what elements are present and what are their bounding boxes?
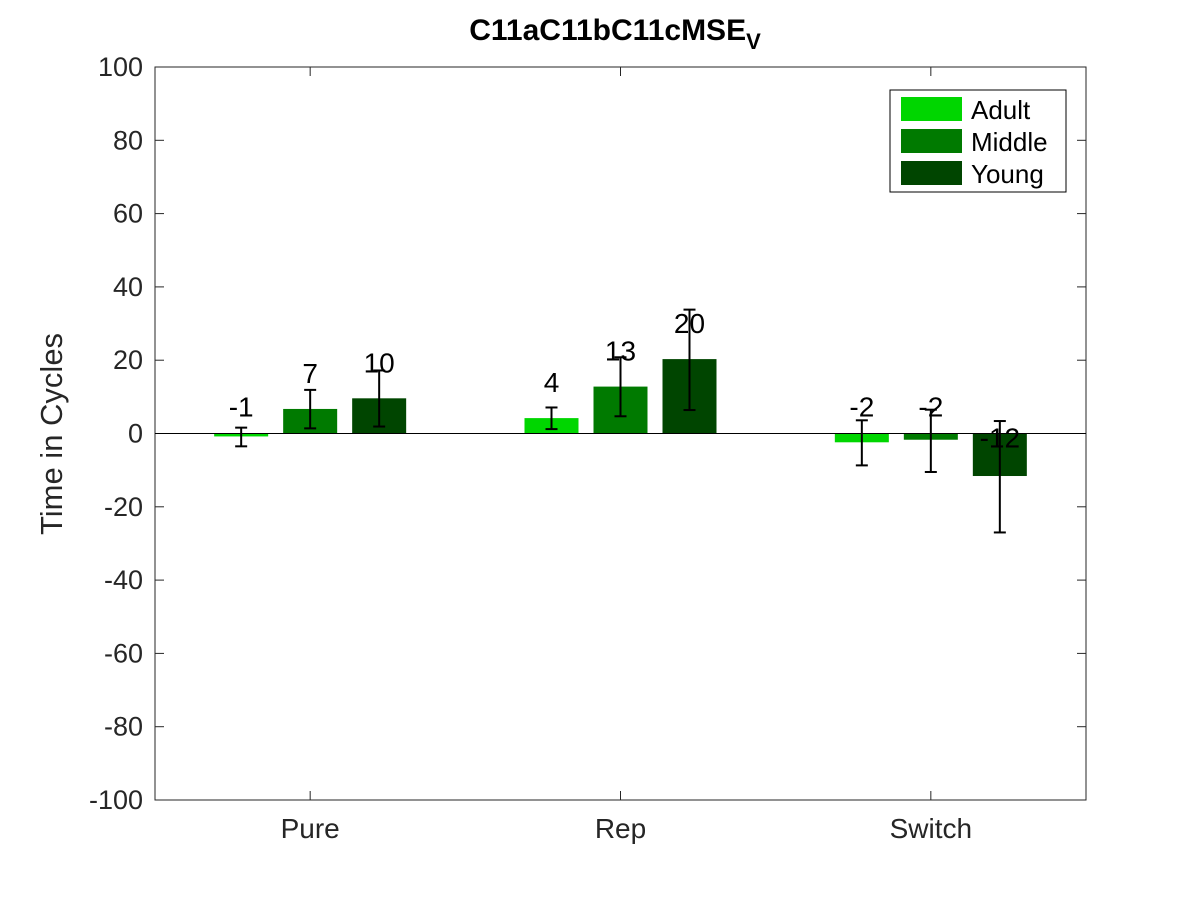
y-tick-label: 80 bbox=[113, 125, 143, 155]
x-category-label: Rep bbox=[595, 813, 646, 844]
data-label: 4 bbox=[544, 367, 560, 398]
legend-swatch-adult bbox=[901, 97, 962, 121]
data-label: -2 bbox=[918, 392, 943, 423]
legend-label-young: Young bbox=[971, 159, 1044, 189]
legend-swatch-young bbox=[901, 161, 962, 185]
legend-label-middle: Middle bbox=[971, 127, 1048, 157]
data-label: -1 bbox=[229, 392, 254, 423]
y-axis-label: Time in Cycles bbox=[34, 333, 69, 535]
x-category-label: Switch bbox=[890, 813, 972, 844]
y-tick-label: 100 bbox=[98, 52, 143, 82]
y-tick-label: -80 bbox=[104, 712, 143, 742]
legend-label-adult: Adult bbox=[971, 95, 1031, 125]
plot-area: -100 -80 -60 -40 -20 0 20 40 60 80 100 Pure -1 7 10 Rep… bbox=[89, 52, 1087, 844]
y-tick-label: 0 bbox=[128, 419, 143, 449]
y-tick-label: 40 bbox=[113, 272, 143, 302]
chart-title: C11aC11bC11cMSEV bbox=[469, 14, 761, 54]
y-tick-label: 20 bbox=[113, 345, 143, 375]
y-tick-label: -20 bbox=[104, 492, 143, 522]
data-label: 10 bbox=[364, 347, 395, 378]
chart-title-main: C11aC11bC11cMSE bbox=[469, 14, 746, 47]
data-label: -2 bbox=[849, 392, 874, 423]
y-tick-label: 60 bbox=[113, 199, 143, 229]
data-label: 13 bbox=[605, 336, 636, 367]
y-tick-label: -60 bbox=[104, 638, 143, 668]
legend-swatch-middle bbox=[901, 129, 962, 153]
x-category-label: Pure bbox=[281, 813, 340, 844]
y-tick-label: -40 bbox=[104, 565, 143, 595]
y-tick-label: -100 bbox=[89, 785, 143, 815]
data-label: 20 bbox=[674, 308, 705, 339]
chart-title-subscript: V bbox=[746, 29, 761, 54]
data-label: 7 bbox=[302, 358, 318, 389]
data-label: -12 bbox=[980, 423, 1020, 454]
